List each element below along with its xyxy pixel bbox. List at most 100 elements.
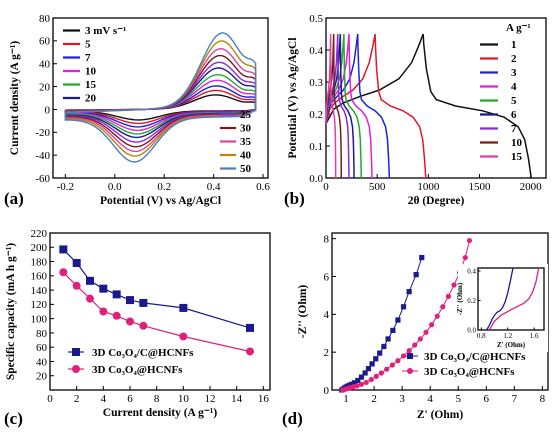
b-gcd-curve-5 bbox=[325, 33, 363, 179]
c-x-tick-label: 2 bbox=[74, 393, 80, 405]
c-data-point bbox=[126, 296, 134, 305]
b-legend-label: 5 bbox=[511, 95, 517, 107]
d-inset-x-tick-label: 0.8 bbox=[477, 332, 486, 340]
a-legend-label: 40 bbox=[240, 150, 252, 162]
d-data-point bbox=[381, 343, 387, 350]
d-inset-x-tick-label: 1.2 bbox=[503, 332, 512, 340]
d-data-point bbox=[369, 361, 375, 367]
d-data-point bbox=[395, 358, 401, 364]
d-data-point bbox=[385, 336, 391, 342]
d-y-tick-label: 8 bbox=[324, 234, 330, 246]
d-inset-y-tick-label: 0.2 bbox=[467, 297, 476, 305]
d-data-point bbox=[400, 304, 407, 310]
d-data-point bbox=[349, 381, 355, 387]
d-data-point bbox=[389, 362, 395, 368]
panel-label-d: (d) bbox=[282, 409, 303, 428]
b-y-tick-label: 0.3 bbox=[309, 77, 323, 89]
c-plot-frame bbox=[49, 232, 271, 391]
d-data-point bbox=[378, 370, 384, 376]
a-legend-label: 7 bbox=[85, 52, 91, 64]
panel-label-a: (a) bbox=[4, 189, 24, 208]
d-data-point bbox=[395, 317, 401, 323]
d-data-point bbox=[384, 366, 390, 372]
d-x-tick-label: 6 bbox=[484, 393, 490, 405]
d-y-tick-label: 2 bbox=[324, 347, 330, 359]
b-legend-title: A g⁻¹ bbox=[506, 22, 531, 34]
d-inset-series-line bbox=[486, 267, 514, 331]
b-legend-label: 2 bbox=[511, 53, 517, 65]
d-data-point bbox=[351, 380, 358, 386]
c-y-tick-label: 140 bbox=[31, 285, 48, 297]
a-y-tick-label: 40 bbox=[39, 59, 51, 71]
d-y-axis-title: -Z'' (Ohm) bbox=[297, 285, 309, 339]
c-data-point bbox=[139, 321, 148, 330]
a-y-tick-label: 80 bbox=[39, 13, 51, 25]
b-legend-label: 4 bbox=[511, 81, 517, 93]
d-x-axis-title: Z' (Ohm) bbox=[417, 409, 463, 421]
d-inset-y-axis-title: -Z'' (Ohm) bbox=[456, 282, 464, 315]
b-x-tick-label: 2000 bbox=[520, 181, 543, 193]
c-y-tick-label: 220 bbox=[31, 228, 48, 240]
c-data-point bbox=[86, 294, 94, 303]
d-data-point bbox=[400, 353, 407, 359]
d-inset-x-axis-title: Z' (Ohm) bbox=[497, 341, 526, 349]
b-gcd-curve-15 bbox=[325, 33, 337, 179]
a-x-tick-label: 0.2 bbox=[157, 181, 171, 193]
a-legend-label: 10 bbox=[85, 66, 97, 78]
a-y-tick-label: 20 bbox=[39, 81, 51, 93]
b-y-tick-label: 0.5 bbox=[309, 13, 323, 25]
d-inset-series-line bbox=[488, 267, 540, 331]
b-legend-label: 7 bbox=[511, 123, 517, 135]
c-data-point bbox=[112, 311, 121, 320]
c-data-point bbox=[139, 298, 148, 307]
panel-d: 1 2 3 4 5 6 7 8 0 2 4 6 8 Z' (Ohm) -Z'' (Ohm) 3D Co₃O₄/… bbox=[297, 232, 549, 421]
c-legend-marker bbox=[72, 348, 80, 356]
c-y-tick-label: 20 bbox=[36, 371, 48, 383]
a-x-tick-label: -0.2 bbox=[57, 181, 74, 193]
panel-a: -0.2 0.0 0.2 0.4 0.6 -60 -40 -20 0 20 40 60 80 Potent… bbox=[9, 13, 270, 207]
c-legend-label: 3D Co₃O₄/C@HCNFs bbox=[92, 347, 194, 359]
a-legend-label: 50 bbox=[240, 163, 252, 175]
d-legend-marker bbox=[407, 368, 413, 374]
c-data-point bbox=[179, 303, 188, 312]
c-x-tick-label: 12 bbox=[205, 393, 216, 405]
a-legend-label: 35 bbox=[240, 136, 252, 148]
d-x-tick-label: 5 bbox=[455, 393, 461, 405]
d-data-point bbox=[358, 381, 365, 387]
d-y-tick-label: 4 bbox=[324, 309, 330, 321]
d-y-tick-label: 6 bbox=[324, 271, 330, 283]
b-legend-label: 15 bbox=[511, 151, 523, 163]
b-x-tick-label: 500 bbox=[369, 181, 386, 193]
d-x-tick-label: 2 bbox=[371, 393, 377, 405]
d-x-tick-label: 1 bbox=[343, 393, 349, 405]
d-data-point bbox=[434, 313, 440, 319]
b-gcd-curve-10 bbox=[325, 33, 343, 179]
d-data-point bbox=[406, 348, 412, 354]
c-data-point bbox=[99, 284, 108, 293]
c-y-tick-label: 180 bbox=[31, 256, 48, 268]
c-data-point bbox=[112, 290, 121, 299]
d-data-point bbox=[362, 370, 368, 376]
c-legend-label: 3D Co₃O₄@HCNFs bbox=[92, 364, 183, 376]
a-legend-label: 5 bbox=[85, 39, 91, 51]
d-data-point bbox=[390, 327, 396, 334]
c-y-tick-label: 160 bbox=[31, 271, 48, 283]
d-data-point bbox=[413, 272, 419, 278]
panel-label-c: (c) bbox=[4, 409, 23, 428]
d-legend-label: 3D Co₃O₄@HCNFs bbox=[424, 366, 515, 378]
b-plot-frame bbox=[325, 17, 547, 179]
d-inset-x-tick-label: 1.6 bbox=[530, 332, 539, 340]
d-data-point bbox=[368, 376, 374, 383]
b-legend-label: 1 bbox=[511, 39, 517, 51]
c-y-axis-title: Specific capacity (mA h g⁻¹) bbox=[5, 243, 17, 380]
a-x-tick-label: 0.4 bbox=[207, 181, 221, 193]
d-data-point bbox=[355, 377, 361, 384]
b-y-axis-title: Potential (V) vs Ag/AgCl bbox=[287, 37, 299, 158]
a-y-tick-label: 60 bbox=[39, 36, 51, 48]
c-x-tick-label: 16 bbox=[258, 393, 270, 405]
b-x-tick-label: 1500 bbox=[468, 181, 491, 193]
d-data-point bbox=[373, 373, 379, 379]
a-x-tick-label: 0.6 bbox=[256, 181, 270, 193]
d-data-point bbox=[462, 254, 468, 261]
